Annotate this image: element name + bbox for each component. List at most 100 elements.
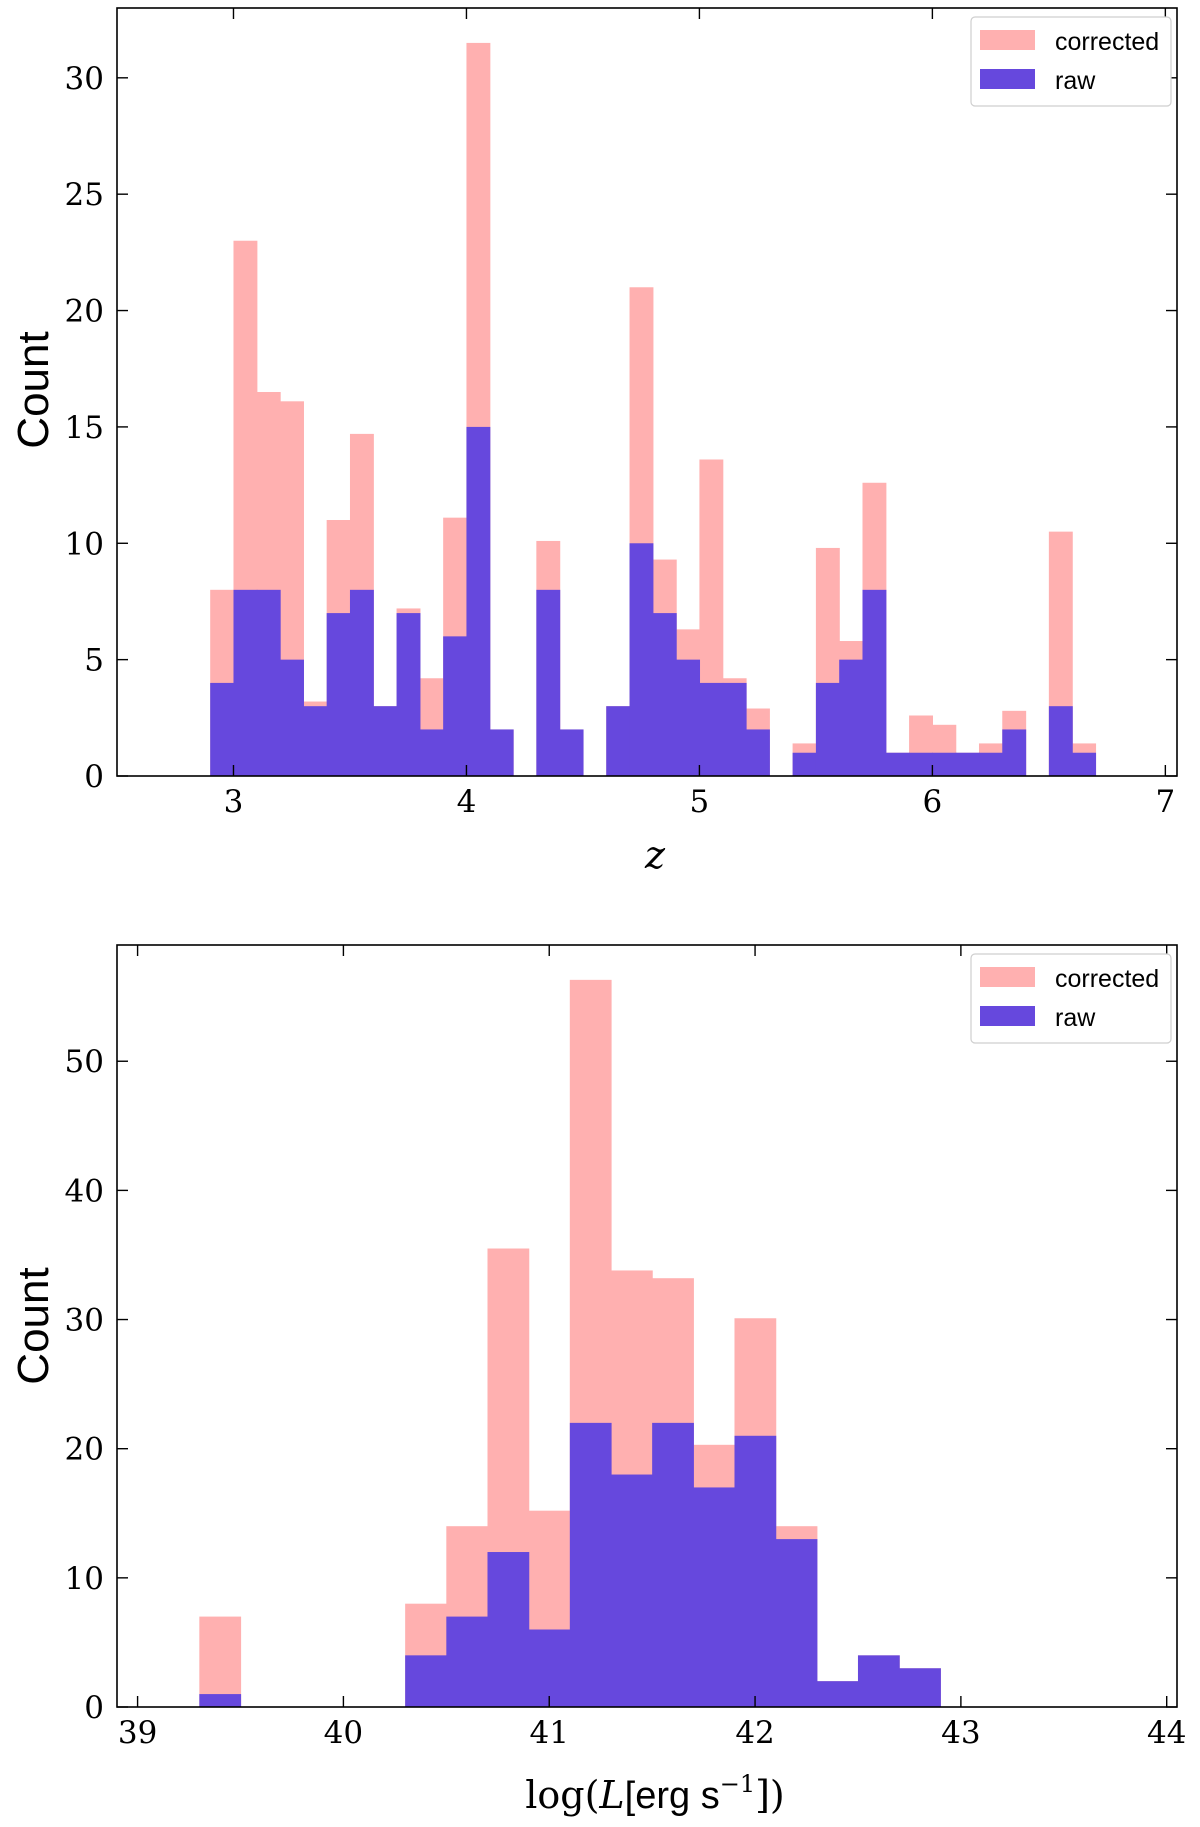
x-label-prefix: log( (525, 1773, 599, 1817)
raw-bar (419, 729, 444, 776)
raw-bar (303, 706, 328, 776)
legend-swatch-corrected (980, 30, 1035, 50)
x-tick-label: 41 (530, 1715, 569, 1751)
y-axis-label: Count (9, 1267, 58, 1384)
legend-label-raw: raw (1055, 1004, 1096, 1032)
raw-bar (862, 589, 887, 776)
y-tick-label: 15 (65, 410, 104, 446)
raw-bar (256, 589, 281, 776)
raw-bar (909, 752, 933, 776)
x-tick-label: 6 (923, 784, 943, 820)
raw-bar (652, 1422, 694, 1707)
raw-bar (652, 613, 677, 776)
x-tick-label: 44 (1147, 1715, 1186, 1751)
raw-bar (466, 426, 491, 776)
x-axis-label: z (644, 833, 666, 877)
x-label-suffix: ]) (755, 1773, 785, 1817)
raw-bar (885, 752, 910, 776)
y-tick-label: 25 (65, 177, 104, 213)
y-axis-label: Count (9, 331, 58, 448)
y-tick-label: 20 (65, 294, 104, 330)
raw-bar (487, 1552, 530, 1707)
corrected-bar (199, 1616, 242, 1707)
raw-bar (775, 1539, 818, 1707)
legend-label-raw: raw (1055, 67, 1096, 95)
y-tick-label: 0 (84, 759, 104, 795)
raw-bar (676, 659, 701, 776)
y-tick-label: 0 (84, 1690, 104, 1726)
y-tick-label: 5 (84, 643, 104, 679)
raw-bar (405, 1655, 447, 1707)
raw-bar (326, 613, 351, 776)
raw-bar (528, 1629, 571, 1707)
raw-bar (373, 706, 398, 776)
raw-bar (734, 1435, 777, 1707)
raw-bar (536, 589, 561, 776)
raw-bar (792, 752, 817, 776)
raw-bar (569, 1422, 612, 1707)
y-tick-label: 20 (65, 1432, 104, 1468)
y-tick-label: 10 (65, 1561, 104, 1597)
raw-bar (199, 1694, 242, 1707)
redshift-histogram-panel: 3 4 5 6 7 0 5 10 15 20 25 30 z Count corrected raw (9, 7, 1178, 877)
raw-bar (559, 729, 584, 776)
raw-bar (699, 682, 724, 776)
raw-bars (210, 426, 1097, 776)
raw-bar (446, 1616, 489, 1707)
legend-label-corrected: corrected (1055, 28, 1159, 56)
raw-bar (978, 752, 1003, 776)
y-tick-label: 30 (65, 1303, 104, 1339)
raw-bar (1048, 706, 1073, 776)
raw-bar (857, 1655, 900, 1707)
legend-swatch-raw (980, 69, 1035, 89)
raw-bar (443, 636, 468, 776)
raw-bar (349, 589, 374, 776)
x-label-variable: L (598, 1773, 624, 1817)
y-tick-label: 30 (65, 61, 104, 97)
raw-bar (815, 682, 840, 776)
raw-bar (899, 1668, 941, 1707)
y-tick-label: 10 (65, 526, 104, 562)
legend: corrected raw (970, 953, 1172, 1044)
raw-bars (199, 1422, 941, 1707)
plot-frame (116, 7, 1178, 777)
raw-bar (746, 729, 770, 776)
axis-ticks: 3 4 5 6 7 0 5 10 15 20 25 30 (65, 8, 1177, 820)
raw-bar (816, 1681, 859, 1707)
axis-ticks: 39 40 41 42 43 44 0 10 20 30 40 50 (65, 945, 1186, 1751)
raw-bar (610, 1474, 653, 1707)
legend: corrected raw (970, 16, 1172, 107)
y-tick-label: 50 (65, 1044, 104, 1080)
x-tick-label: 3 (224, 784, 244, 820)
raw-bar (210, 682, 235, 776)
raw-bar (233, 589, 258, 776)
raw-bar (1072, 752, 1097, 776)
raw-bar (629, 543, 654, 776)
x-tick-label: 43 (941, 1715, 980, 1751)
legend-swatch-corrected (980, 967, 1035, 987)
legend-swatch-raw (980, 1006, 1035, 1026)
plot-frame (116, 944, 1178, 1708)
raw-bar (693, 1487, 736, 1707)
raw-bar (1002, 729, 1027, 776)
x-axis-label: log(L[erg s−1]) (525, 1770, 785, 1817)
x-tick-label: 5 (690, 784, 710, 820)
legend-label-corrected: corrected (1055, 965, 1159, 993)
raw-bar (722, 682, 747, 776)
raw-bar (932, 752, 957, 776)
x-tick-label: 42 (735, 1715, 774, 1751)
raw-bar (606, 706, 631, 776)
raw-bar (955, 752, 980, 776)
raw-bar (839, 659, 864, 776)
x-label-exponent: −1 (720, 1770, 755, 1798)
raw-bar (280, 659, 304, 776)
x-tick-label: 39 (118, 1715, 157, 1751)
x-tick-label: 40 (324, 1715, 363, 1751)
x-tick-label: 7 (1155, 784, 1175, 820)
raw-bar (396, 613, 421, 776)
y-tick-label: 40 (65, 1173, 104, 1209)
x-tick-label: 4 (457, 784, 477, 820)
x-label-unit: [erg s (625, 1775, 720, 1817)
